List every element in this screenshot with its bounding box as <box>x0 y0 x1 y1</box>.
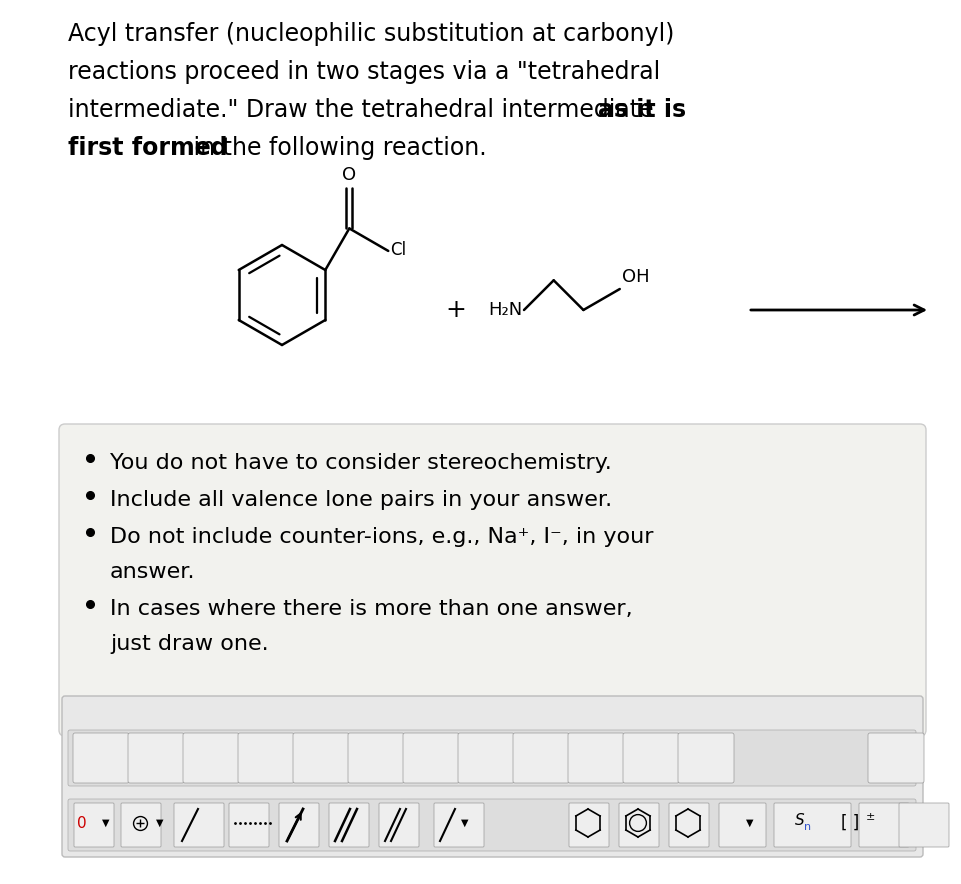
FancyBboxPatch shape <box>568 733 624 783</box>
Text: ±: ± <box>865 812 875 822</box>
Text: n: n <box>804 822 811 832</box>
FancyBboxPatch shape <box>62 696 923 857</box>
Text: H₂N: H₂N <box>488 301 522 319</box>
FancyBboxPatch shape <box>174 803 224 847</box>
FancyBboxPatch shape <box>379 803 419 847</box>
FancyBboxPatch shape <box>73 733 129 783</box>
FancyBboxPatch shape <box>403 733 459 783</box>
FancyBboxPatch shape <box>329 803 369 847</box>
Text: Acyl transfer (nucleophilic substitution at carbonyl): Acyl transfer (nucleophilic substitution… <box>68 22 675 46</box>
Text: reactions proceed in two stages via a "tetrahedral: reactions proceed in two stages via a "t… <box>68 60 660 84</box>
FancyBboxPatch shape <box>348 733 404 783</box>
Text: You do not have to consider stereochemistry.: You do not have to consider stereochemis… <box>110 453 612 473</box>
Text: answer.: answer. <box>110 562 195 582</box>
Text: ▼: ▼ <box>461 818 469 828</box>
FancyBboxPatch shape <box>678 733 734 783</box>
FancyBboxPatch shape <box>569 803 609 847</box>
Text: as it is: as it is <box>598 98 686 122</box>
FancyBboxPatch shape <box>859 803 909 847</box>
FancyBboxPatch shape <box>128 733 184 783</box>
Text: ▼: ▼ <box>157 818 163 828</box>
Text: O: O <box>342 166 357 185</box>
FancyBboxPatch shape <box>68 799 916 851</box>
Text: just draw one.: just draw one. <box>110 634 269 654</box>
Text: [ ]: [ ] <box>841 814 859 832</box>
FancyBboxPatch shape <box>899 803 949 847</box>
FancyBboxPatch shape <box>458 733 514 783</box>
FancyBboxPatch shape <box>774 803 851 847</box>
FancyBboxPatch shape <box>719 803 766 847</box>
Text: first formed: first formed <box>68 136 228 160</box>
FancyBboxPatch shape <box>619 803 659 847</box>
Text: ▼: ▼ <box>747 818 753 828</box>
FancyBboxPatch shape <box>293 733 349 783</box>
FancyBboxPatch shape <box>623 733 679 783</box>
Text: ▼: ▼ <box>102 818 110 828</box>
FancyBboxPatch shape <box>59 424 926 736</box>
Text: in the following reaction.: in the following reaction. <box>186 136 486 160</box>
FancyBboxPatch shape <box>513 733 569 783</box>
Text: intermediate." Draw the tetrahedral intermediate: intermediate." Draw the tetrahedral inte… <box>68 98 661 122</box>
Text: 0: 0 <box>77 816 86 830</box>
FancyBboxPatch shape <box>238 733 294 783</box>
FancyBboxPatch shape <box>279 803 319 847</box>
FancyBboxPatch shape <box>434 803 484 847</box>
Text: Cl: Cl <box>390 241 407 259</box>
Text: Do not include counter-ions, e.g., Na⁺, I⁻, in your: Do not include counter-ions, e.g., Na⁺, … <box>110 527 653 547</box>
FancyBboxPatch shape <box>669 803 709 847</box>
Text: In cases where there is more than one answer,: In cases where there is more than one an… <box>110 599 632 619</box>
FancyBboxPatch shape <box>68 730 916 786</box>
FancyBboxPatch shape <box>121 803 161 847</box>
FancyBboxPatch shape <box>74 803 114 847</box>
FancyBboxPatch shape <box>229 803 269 847</box>
FancyBboxPatch shape <box>868 733 924 783</box>
Text: $\it{S}$: $\it{S}$ <box>795 812 805 828</box>
Text: Include all valence lone pairs in your answer.: Include all valence lone pairs in your a… <box>110 490 612 510</box>
Text: OH: OH <box>622 268 650 286</box>
FancyBboxPatch shape <box>183 733 239 783</box>
Text: +: + <box>446 298 466 322</box>
